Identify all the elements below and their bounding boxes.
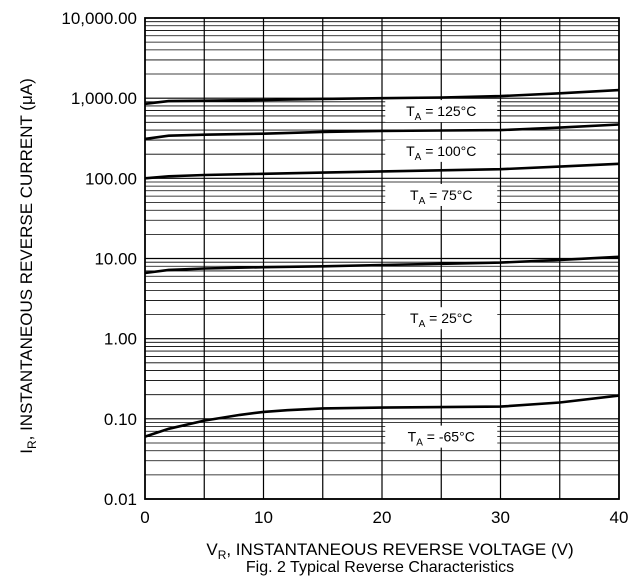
- y-axis-symbol-sub: R: [25, 440, 39, 449]
- x-tick-label: 10: [254, 508, 273, 527]
- curve-label-bg-2: [385, 183, 498, 206]
- curve-label-rest: = 25°C: [425, 310, 472, 326]
- curve-label-0: TA = 125°C: [406, 103, 476, 123]
- x-axis-title: VR, INSTANTANEOUS REVERSE VOLTAGE (V): [206, 540, 573, 562]
- x-axis-symbol: V: [206, 540, 218, 559]
- curve-series-0: [144, 88, 620, 106]
- curve-label-sub: A: [416, 438, 423, 449]
- x-tick-label: 20: [373, 508, 392, 527]
- curve-label-sub: A: [415, 152, 422, 163]
- y-axis-title: IR, INSTANTANEOUS REVERSE CURRENT (μA): [17, 78, 39, 454]
- curve-label-bg-1: [385, 139, 498, 162]
- curve-label-sub: A: [415, 112, 422, 123]
- curve-label-2: TA = 75°C: [410, 187, 472, 207]
- y-tick-label: 10.00: [94, 250, 137, 269]
- y-tick-label: 0.10: [104, 410, 137, 429]
- y-tick-label: 0.01: [104, 490, 137, 509]
- curve-series-2: [144, 162, 620, 180]
- curve-label-symbol: T: [406, 143, 415, 159]
- curve-label-4: TA = -65°C: [408, 429, 475, 449]
- curve-label-bg-0: [385, 100, 498, 123]
- x-tick-label: 0: [140, 508, 149, 527]
- plot-frame: [144, 17, 620, 500]
- curve-labels: TA = 125°CTA = 100°CTA = 75°CTA = 25°CTA…: [385, 100, 498, 449]
- x-axis-symbol-sub: R: [218, 548, 227, 562]
- y-tick-label: 100.00: [85, 169, 137, 188]
- y-axis-text: , INSTANTANEOUS REVERSE CURRENT (μA): [17, 78, 36, 440]
- curve-label-rest: = 100°C: [421, 143, 476, 159]
- curves: [144, 88, 620, 438]
- curve-label-symbol: T: [408, 429, 417, 445]
- y-tick-label: 1.00: [104, 330, 137, 349]
- y-axis-symbol: I: [17, 449, 36, 454]
- curve-label-rest: = 125°C: [421, 103, 476, 119]
- y-tick-labels: 0.01 0.10 1.00 10.00 100.00 1,000.00 10,000.00: [61, 9, 137, 509]
- x-axis-text: , INSTANTANEOUS REVERSE VOLTAGE (V): [226, 540, 573, 559]
- curve-label-symbol: T: [410, 310, 419, 326]
- grid: [145, 18, 619, 500]
- curve-series-1: [144, 123, 620, 141]
- curve-label-symbol: T: [410, 187, 419, 203]
- x-tick-labels: 0 10 20 30 40: [140, 508, 628, 527]
- curve-label-1: TA = 100°C: [406, 143, 476, 163]
- x-tick-label: 40: [610, 508, 629, 527]
- curve-label-sub: A: [419, 319, 426, 330]
- curve-label-rest: = 75°C: [425, 187, 472, 203]
- curve-label-symbol: T: [406, 103, 415, 119]
- curve-label-3: TA = 25°C: [410, 310, 472, 330]
- x-tick-label: 30: [491, 508, 510, 527]
- curve-series-4: [144, 394, 620, 438]
- y-tick-label: 1,000.00: [71, 89, 137, 108]
- curve-label-bg-3: [385, 307, 498, 330]
- curve-series-3: [144, 255, 620, 275]
- curve-label-rest: = -65°C: [423, 429, 475, 445]
- y-tick-label: 10,000.00: [61, 9, 137, 28]
- figure-caption: Fig. 2 Typical Reverse Characteristics: [246, 559, 514, 576]
- curve-label-bg-4: [385, 425, 498, 448]
- curve-label-sub: A: [419, 196, 426, 207]
